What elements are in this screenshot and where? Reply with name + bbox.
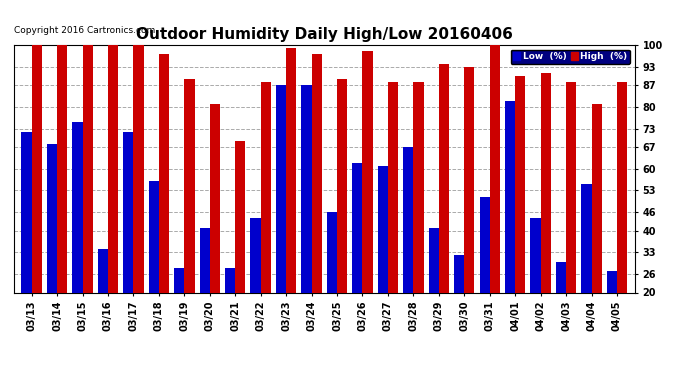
- Bar: [199, 228, 210, 292]
- Bar: [83, 45, 92, 292]
- Bar: [174, 268, 184, 292]
- Bar: [617, 82, 627, 292]
- Bar: [57, 45, 67, 292]
- Bar: [210, 104, 220, 292]
- Bar: [159, 54, 169, 292]
- Bar: [124, 132, 133, 292]
- Bar: [582, 184, 591, 292]
- Bar: [98, 249, 108, 292]
- Bar: [413, 82, 424, 292]
- Bar: [133, 45, 144, 292]
- Bar: [428, 228, 439, 292]
- Bar: [490, 45, 500, 292]
- Bar: [327, 212, 337, 292]
- Bar: [591, 104, 602, 292]
- Bar: [505, 101, 515, 292]
- Bar: [480, 196, 490, 292]
- Bar: [286, 48, 296, 292]
- Bar: [353, 163, 362, 292]
- Bar: [302, 85, 312, 292]
- Bar: [362, 51, 373, 292]
- Bar: [32, 45, 42, 292]
- Bar: [464, 67, 475, 292]
- Title: Outdoor Humidity Daily High/Low 20160406: Outdoor Humidity Daily High/Low 20160406: [136, 27, 513, 42]
- Bar: [21, 132, 32, 292]
- Bar: [377, 166, 388, 292]
- Bar: [250, 218, 261, 292]
- Bar: [515, 76, 525, 292]
- Bar: [556, 262, 566, 292]
- Bar: [72, 122, 83, 292]
- Bar: [388, 82, 398, 292]
- Bar: [184, 79, 195, 292]
- Bar: [531, 218, 541, 292]
- Bar: [108, 45, 118, 292]
- Bar: [235, 141, 246, 292]
- Bar: [261, 82, 271, 292]
- Bar: [276, 85, 286, 292]
- Bar: [454, 255, 464, 292]
- Bar: [566, 82, 576, 292]
- Bar: [148, 181, 159, 292]
- Bar: [403, 147, 413, 292]
- Bar: [541, 73, 551, 292]
- Bar: [439, 63, 449, 292]
- Bar: [47, 144, 57, 292]
- Bar: [225, 268, 235, 292]
- Bar: [607, 271, 617, 292]
- Bar: [337, 79, 347, 292]
- Bar: [312, 54, 322, 292]
- Legend: Low  (%), High  (%): Low (%), High (%): [511, 50, 630, 64]
- Text: Copyright 2016 Cartronics.com: Copyright 2016 Cartronics.com: [14, 26, 155, 35]
